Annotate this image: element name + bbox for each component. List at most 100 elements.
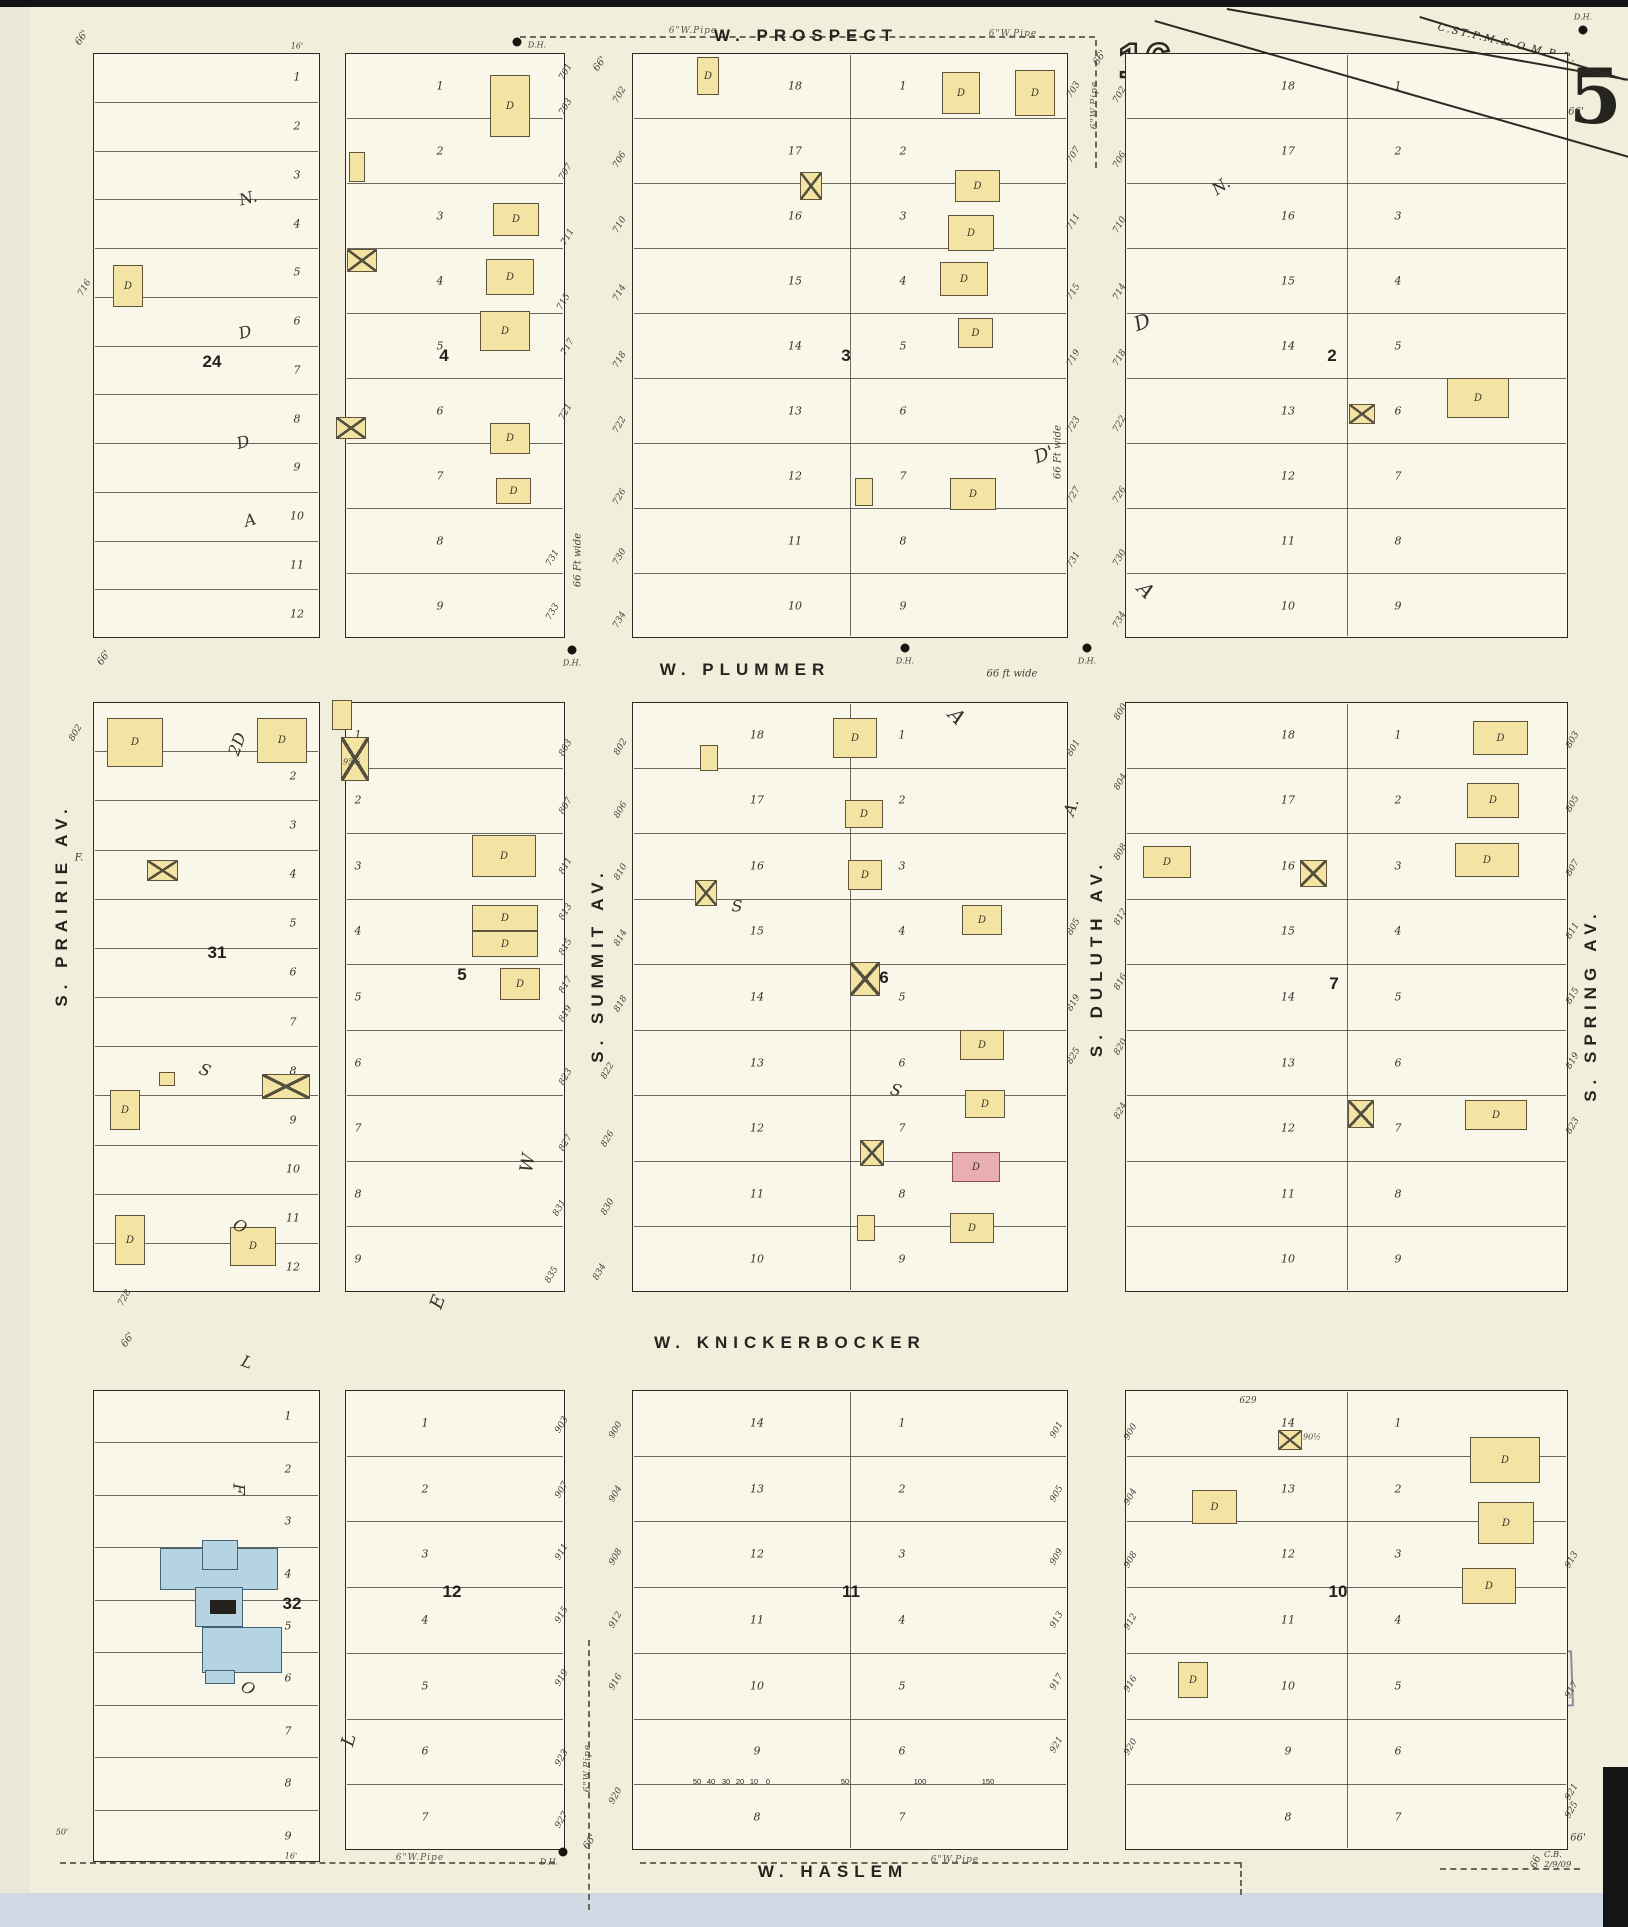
lot-number: 2 bbox=[899, 144, 907, 157]
building-dwelling: D bbox=[1478, 1502, 1534, 1544]
dimension-label: 16' bbox=[290, 41, 304, 51]
lot-number: 8 bbox=[1284, 1810, 1292, 1824]
house-number: 734 bbox=[611, 610, 629, 630]
lot-number: 8 bbox=[289, 1064, 297, 1078]
lot-number: 11 bbox=[750, 1613, 764, 1627]
scale-tick-label: 100 bbox=[913, 1777, 927, 1786]
lot-line bbox=[95, 1809, 318, 1811]
lot-number: 10 bbox=[290, 509, 304, 523]
house-number: 716 bbox=[76, 278, 94, 298]
building-shed bbox=[336, 417, 366, 439]
lot-number: 3 bbox=[1394, 1547, 1402, 1561]
lot-number: 3 bbox=[1394, 209, 1402, 222]
building-dwelling: D bbox=[1455, 843, 1519, 877]
house-number: 920 bbox=[607, 1786, 625, 1806]
block-number: 2 bbox=[1327, 346, 1337, 365]
building-shed bbox=[695, 880, 717, 906]
lot-number: 9 bbox=[284, 1829, 292, 1843]
lot-number: 16 bbox=[788, 209, 802, 222]
hydrant-label: D.H. bbox=[895, 656, 915, 666]
lot-number: 9 bbox=[1394, 599, 1402, 612]
building-dwelling: D bbox=[962, 905, 1002, 935]
lot-number: 8 bbox=[284, 1776, 292, 1790]
lot-number: 4 bbox=[354, 924, 362, 938]
scale-tick-label: 50 bbox=[840, 1777, 850, 1786]
dimension-label: 66' bbox=[119, 1330, 137, 1350]
lot-number: 9 bbox=[289, 1113, 297, 1127]
building-shed bbox=[850, 962, 880, 996]
lot-number: 9 bbox=[354, 1252, 362, 1266]
lot-number: 5 bbox=[1394, 339, 1402, 352]
lot-number: 7 bbox=[436, 469, 444, 482]
house-number: 916 bbox=[607, 1672, 625, 1692]
building-dwelling: D bbox=[1447, 378, 1509, 418]
lot-number: 4 bbox=[898, 1613, 906, 1627]
lot-number: 6 bbox=[1394, 404, 1402, 417]
building-store: D bbox=[952, 1152, 1000, 1182]
lot-number: 11 bbox=[788, 534, 802, 547]
building-dwelling: D bbox=[1465, 1100, 1527, 1130]
lot-number: 17 bbox=[788, 144, 802, 157]
building-dwelling: D bbox=[1473, 721, 1528, 755]
building-dwelling: D bbox=[1192, 1490, 1237, 1524]
lot-number: 16 bbox=[1281, 209, 1295, 222]
lot-line bbox=[347, 378, 563, 379]
house-number: 834 bbox=[591, 1262, 609, 1282]
lot-number: 2 bbox=[1394, 144, 1402, 157]
lot-number: 10 bbox=[1281, 1679, 1295, 1693]
street-name-w-knickerbocker: W. KNICKERBOCKER bbox=[654, 1333, 926, 1352]
lot-number: 14 bbox=[750, 990, 764, 1004]
lot-number: 15 bbox=[1281, 924, 1295, 938]
lot-line bbox=[95, 443, 318, 444]
block-number: 6 bbox=[879, 968, 889, 987]
building-dwelling: D bbox=[496, 478, 531, 504]
house-number: 710 bbox=[611, 215, 629, 235]
building-dwelling: D bbox=[1462, 1568, 1516, 1604]
lot-number: 3 bbox=[898, 859, 906, 873]
addition-letter: W bbox=[516, 1152, 540, 1174]
house-number: 629 bbox=[1239, 1396, 1257, 1406]
building-dwelling: D bbox=[848, 860, 882, 890]
lot-number: 14 bbox=[1281, 990, 1295, 1004]
lot-number: 3 bbox=[898, 1547, 906, 1561]
pipe-size-label: 6"W.Pipe bbox=[930, 1855, 980, 1865]
building-dwelling: D bbox=[110, 1090, 140, 1130]
building-dwelling: D bbox=[113, 265, 143, 307]
hydrant-label: D.H. bbox=[527, 40, 547, 50]
lot-number: 8 bbox=[1394, 534, 1402, 547]
lot-number: 1 bbox=[899, 79, 907, 92]
scale-tick-label: 150 bbox=[981, 1777, 995, 1786]
dimension-label: 16' bbox=[284, 1851, 298, 1861]
building-dwelling bbox=[855, 478, 873, 506]
lot-number: 5 bbox=[284, 1619, 292, 1633]
lot-number: 4 bbox=[1394, 924, 1402, 938]
lot-number: 12 bbox=[1281, 1547, 1295, 1561]
lot-number: 4 bbox=[284, 1567, 292, 1581]
block-number: 10 bbox=[1328, 1582, 1348, 1601]
building-dwelling: D bbox=[486, 259, 534, 295]
lot-number: 4 bbox=[898, 924, 906, 938]
building-dwelling: D bbox=[950, 478, 996, 510]
hydrant-label: D.H. bbox=[539, 1857, 559, 1867]
house-number: 912 bbox=[607, 1610, 625, 1630]
lot-line bbox=[95, 1704, 318, 1706]
water-pipe-line bbox=[520, 36, 1095, 38]
lot-number: 11 bbox=[1281, 534, 1295, 547]
lot-number: 7 bbox=[421, 1810, 429, 1824]
dimension-label: 90½ bbox=[1303, 1432, 1321, 1442]
water-pipe-line bbox=[588, 1640, 590, 1910]
house-number: 908 bbox=[607, 1547, 625, 1567]
lot-number: 12 bbox=[750, 1547, 764, 1561]
lot-line bbox=[347, 1587, 563, 1589]
lot-line bbox=[95, 1193, 318, 1195]
lot-number: 8 bbox=[753, 1810, 761, 1824]
lot-number: 5 bbox=[421, 1679, 429, 1693]
house-number: 830 bbox=[599, 1197, 617, 1217]
dimension-label: 66' bbox=[1568, 106, 1584, 118]
lot-line bbox=[347, 767, 563, 769]
lot-line bbox=[95, 1757, 318, 1759]
paper-bottom-edge bbox=[0, 1893, 1628, 1927]
hydrant-dot bbox=[567, 645, 577, 655]
lot-number: 10 bbox=[788, 599, 802, 612]
